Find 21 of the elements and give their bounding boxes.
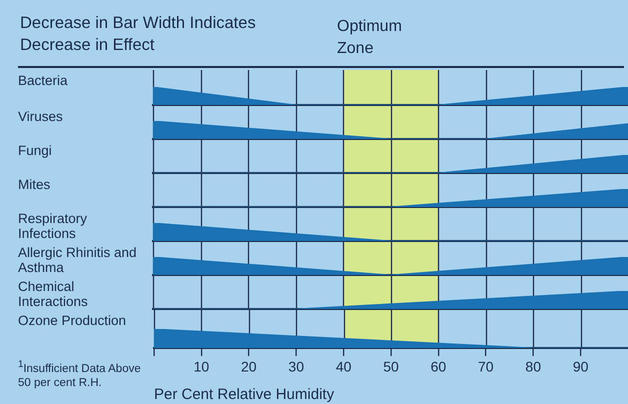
x-tick-label: 90: [572, 358, 589, 374]
x-tick-label: 40: [336, 358, 352, 374]
y-axis-title: Mites: [18, 177, 52, 192]
band-label: Optimum Zone: [337, 17, 403, 59]
y-axis-title: Viruses: [18, 109, 64, 124]
y-axis-title: Respiratory Infections: [18, 211, 88, 241]
y-axis-title: Ozone Production: [18, 313, 128, 328]
text: Decrease in Bar Width Indicates Decrease in Effect: [20, 13, 257, 56]
x-axis-title: Per Cent Relative Humidity: [154, 386, 335, 404]
x-tick-label: 30: [288, 358, 304, 374]
x-tick-label: 60: [430, 358, 446, 374]
y-axis-title: Allergic Rhinitis and Asthma: [18, 245, 138, 275]
x-tick-label: 80: [525, 358, 542, 374]
x-tick-label: 10: [194, 358, 210, 374]
y-axis-title: Bacteria: [18, 73, 69, 88]
x-tick-label: 20: [241, 358, 257, 374]
x-tick-label: 50: [383, 358, 399, 374]
x-tick-label: 70: [478, 358, 494, 374]
y-axis-title: Chemical Interactions: [18, 279, 89, 309]
y-axis-title: Fungi: [18, 143, 53, 158]
text: $^{1}$Insufficient Data Above 50 per cent R.H.: [18, 358, 142, 390]
